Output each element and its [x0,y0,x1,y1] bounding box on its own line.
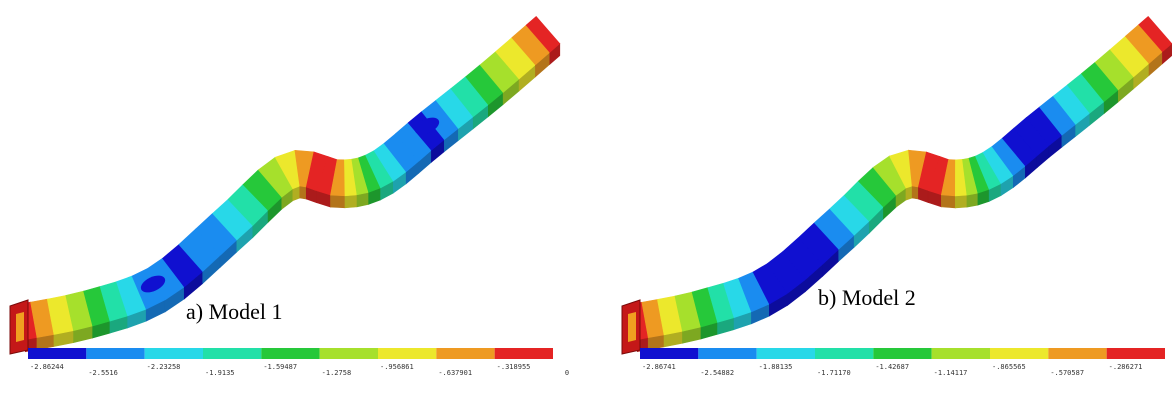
legend-swatch [28,348,86,359]
legend-swatch [203,348,261,359]
legend-swatch [815,348,873,359]
legend-swatch [320,348,378,359]
legend-label: -1.88135 [759,363,793,371]
legend-label: -1.42687 [875,363,909,371]
legend-label: -1.59487 [263,363,297,371]
legend-label: -1.2758 [322,369,352,377]
legend-swatch [698,348,756,359]
legend-label: -1.9135 [205,369,235,377]
legend-swatch [757,348,815,359]
legend-swatch [873,348,931,359]
beam-side [967,193,978,207]
legend-label: -1.14117 [934,369,968,377]
legend-swatch [932,348,990,359]
beam-end-inner [16,312,24,342]
legend-label: -.956861 [380,363,414,371]
legend-label: -2.86244 [30,363,64,371]
legend-swatch [436,348,494,359]
legend-label: -2.54882 [700,369,734,377]
beam-side [941,195,955,208]
legend-swatch [261,348,319,359]
legend-swatch [86,348,144,359]
legend-swatch [1048,348,1106,359]
legend-label: -.570587 [1050,369,1084,377]
beam-side [906,186,912,200]
panel-caption: a) Model 1 [186,299,283,324]
legend-label: -2.23258 [147,363,181,371]
legend-swatch [640,348,698,359]
legend-label: -2.86741 [642,363,676,371]
figure: a) Model 1 b) Model 2 -2.86244 -2.5516 -2.… [0,0,1172,405]
legend-label: -2.5516 [88,369,118,377]
panel-caption: b) Model 2 [818,285,916,310]
beam-side [300,186,306,199]
legend-swatch [1107,348,1165,359]
legend-swatch [990,348,1048,359]
legend-swatch [378,348,436,359]
legend-label: -.286271 [1109,363,1143,371]
beam-side [330,195,345,208]
legend-label: -.318955 [497,363,531,371]
beam-side [345,195,357,208]
legend-label: -1.71170 [817,369,851,377]
beam-side [955,195,967,208]
legend-swatch [145,348,203,359]
legend-label: 0 [565,369,569,377]
legend-label: -.865565 [992,363,1026,371]
beam-end-inner [628,312,636,342]
beam-side [912,186,918,199]
legend-swatch [495,348,553,359]
legend-label: -.637901 [438,369,472,377]
